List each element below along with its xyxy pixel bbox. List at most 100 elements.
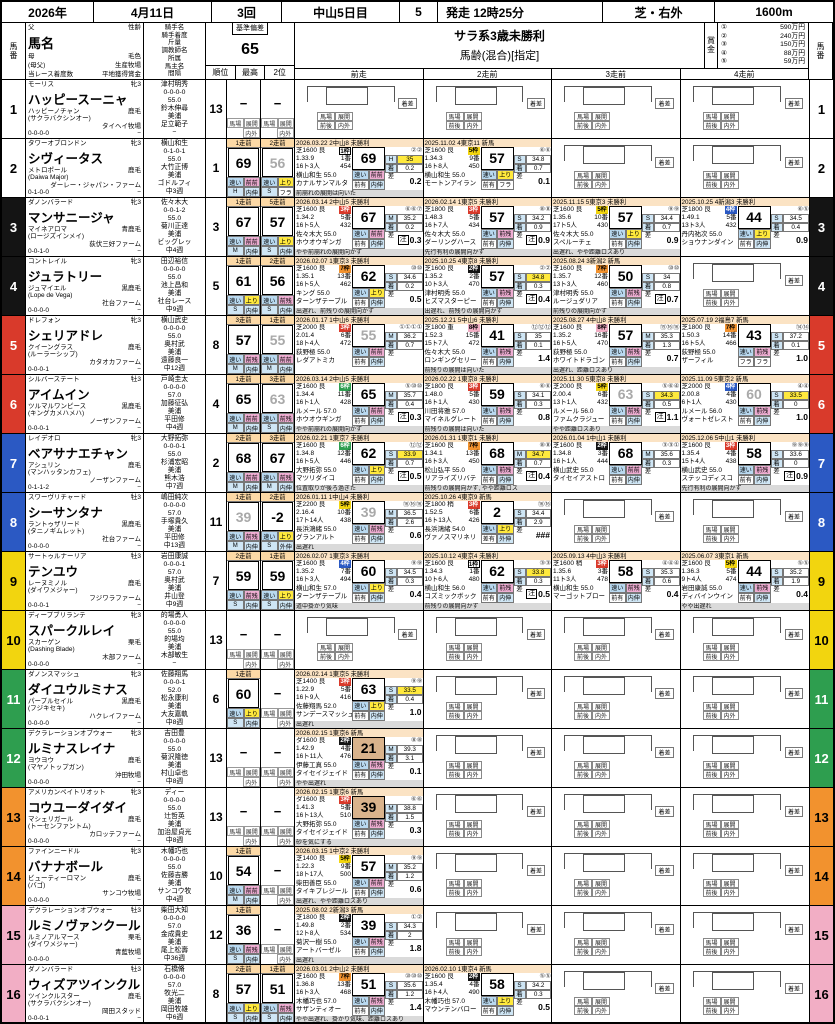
margin-label: 着差 [385, 222, 397, 239]
last-3f-time: 35.2 [397, 213, 423, 223]
jockey-line: 戸崎圭太 [160, 376, 189, 384]
figure-value: − [239, 745, 248, 760]
margin-value: 0.6 [654, 576, 680, 586]
horse-info: モーリス 牝3 ハッピースーニャ ハッピーノチャン 鹿毛 (サクラバクシンオー) タイヘイ牧… [26, 80, 144, 138]
race-figure: 63 [609, 382, 642, 406]
race-header: 2025.08.02 2新潟3 新馬 [295, 906, 423, 914]
margin-value: 1.5 [397, 812, 423, 822]
corner-positions: ④④ [797, 382, 809, 390]
body-weight: 454 [340, 163, 351, 171]
body-weight: 500 [340, 871, 351, 879]
gate-number: 5番 [469, 391, 480, 399]
frame-badge: 8枠 [596, 323, 608, 332]
figure-col-header: 基準偏差 65 順位 最高 2位 [206, 23, 295, 79]
gate-number: 10番 [337, 509, 351, 517]
figure-tags: S 内伸 [227, 718, 260, 728]
broodmare-sire: (ダイワメジャー) [28, 941, 78, 948]
horse-name: テンユウ [28, 564, 79, 579]
last-3f-time: 34 [654, 272, 680, 282]
frame-badge: 5枠 [339, 854, 351, 863]
race-winner: ダーリングハース [424, 238, 477, 246]
race-details: 芝1600 良 2枠 1.34.8 3番 16ト1人 444 横山武史 55.0 タイセイアス… [552, 441, 609, 485]
race-tags: 差有 外伸 [480, 533, 514, 544]
pace-letter: M [385, 803, 397, 813]
race-header: 2026.02.10 1東京4 新馬 [423, 965, 551, 973]
horse-number-left: 7 [2, 434, 26, 492]
dam-name: ツルマルワンピース [28, 402, 87, 410]
race-comment: 出遅れ、やや距離ロスあり [552, 248, 680, 256]
horse-name: ルミノヴァンクール [28, 918, 141, 933]
figure-tags: 速い 前前 [227, 177, 260, 187]
race-course: 芝1600 良 [424, 146, 454, 154]
race-tags: 速い 前前 [352, 169, 385, 180]
race-comment [424, 190, 552, 197]
sire-name: デクラレーションオブウォー [28, 730, 113, 737]
figure-source-label [227, 611, 260, 620]
sex-age: 牝3 [130, 81, 141, 88]
margin-value: 1.9 [782, 576, 809, 586]
jockey-line: 奥村武 [164, 341, 185, 349]
field-popularity: 16ト1人 [553, 458, 577, 466]
pace-letter: S [385, 685, 397, 695]
gate-number: 3番 [597, 450, 608, 458]
sire-name: アメリカンペイトリオット [28, 789, 106, 796]
jockey-line: 的場均 [164, 636, 185, 644]
prize-row: ② 240万円 [721, 32, 805, 40]
horse-name: シーサンタナ [28, 505, 103, 520]
broodmare-sire: (フジキセキ) [28, 705, 65, 712]
dam-name: マイネアロマ [28, 225, 67, 233]
jockey-header-line: 騎手名 [164, 23, 185, 31]
gate-number: 5番 [340, 214, 351, 222]
race-block-1: 2026.03.15 1中京2 未勝利 芝1400 良 5枠 1.22.3 9番 18ト1… [295, 847, 424, 905]
pace-letter: S [770, 331, 783, 341]
frame-badge: 1枠 [467, 559, 480, 568]
umaban-col-label-right: 馬番 [809, 23, 833, 79]
race-time: 1.34.4 [296, 391, 315, 399]
sire-name: モーリス [28, 81, 54, 88]
margin-value: 0.1 [782, 340, 809, 350]
figure-source-label: 2走前 [261, 257, 294, 266]
frame-badge: 3枠 [339, 205, 351, 214]
breeder-farm: ノーザンファーム [89, 417, 141, 425]
past-races: 2026.02.14 1東京5 未勝利 芝1400 良 3枠 1.22.9 5番 16ト9… [295, 670, 809, 728]
race-details: ダ1600 良 3枠 1.41.3 5番 16ト13人 510 大野拓弥 55.0 タイセイジ… [295, 795, 352, 839]
race-jockey: 荻野極 55.0 [296, 348, 330, 356]
body-weight: 472 [468, 340, 480, 348]
past-races: 2026.03.14 2中山5 未勝利 芝1600 良 3枠 1.34.2 5番 16ト5… [295, 198, 809, 256]
gap-value: 0.7 [666, 294, 679, 305]
race-tags: 速い 上り [480, 523, 514, 534]
career-record: 0-0-0-0 [28, 661, 49, 668]
earnings: − [137, 543, 141, 550]
broodmare-sire: (バゴ) [28, 882, 46, 889]
horse-number-right: 10 [809, 611, 833, 669]
race-tags: 前有 内伸 [609, 297, 642, 308]
horse-number-left: 13 [2, 788, 26, 846]
last-3f-time: 35.2 [397, 862, 423, 872]
race-winner: コズミックボック [424, 592, 477, 600]
margin-label: 着差 [385, 517, 397, 534]
placeholder-grid: 内外 [261, 954, 294, 964]
pace-letter: S [513, 508, 526, 518]
frame-badge: 3枠 [339, 795, 351, 804]
gap-value: 0.3 [409, 412, 422, 423]
horse-number-left: 2 [2, 139, 26, 197]
margin-label: 着差 [385, 989, 397, 1006]
figure-tags: M 内伸 [227, 895, 260, 905]
gap-value: 0.1 [538, 176, 550, 187]
field-popularity: 16ト1人 [424, 399, 449, 407]
race-block-empty: 着差 馬場 展開 前後 内外 [552, 788, 681, 846]
race-figure: 39 [352, 500, 385, 524]
corner-positions: ⑤⑤ [797, 559, 809, 567]
last-3f-time: 34.7 [525, 449, 551, 459]
attention-mark: 注 [526, 589, 538, 600]
margin-label: 着差 [385, 340, 397, 357]
earnings: − [137, 307, 141, 314]
horse-number-right: 11 [809, 670, 833, 728]
race-header: 2025.08.27 4中山8 未勝利 [552, 316, 680, 324]
race-comment [681, 367, 810, 374]
corner-positions: ⑥⑥⑦ [405, 205, 423, 213]
race-details: 芝2000 良 4枠 2.00.8 4番 6ト1人 430 ルメール 56.0 ヴォートゼレス… [681, 382, 738, 426]
race-course: 芝1600 良 [296, 441, 326, 449]
figure-tags: 速い 前残 [261, 413, 294, 423]
figure-tags: 速い 上り [227, 295, 260, 305]
